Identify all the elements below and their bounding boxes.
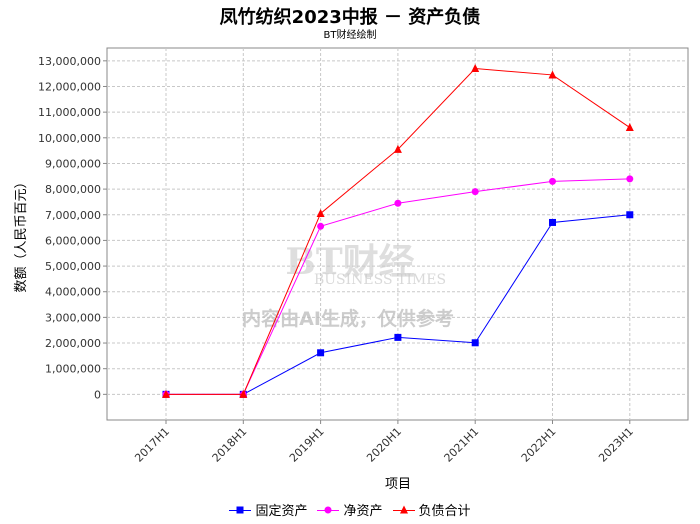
data-point-marker	[317, 349, 325, 357]
legend-label: 净资产	[343, 504, 383, 519]
legend-label: 固定资产	[255, 504, 308, 519]
y-tick-label: 7,000,000	[45, 209, 101, 222]
y-tick-label: 12,000,000	[38, 80, 101, 93]
x-axis-label: 项目	[385, 477, 411, 492]
x-tick-label: 2021H1	[442, 425, 482, 465]
series-group	[162, 64, 634, 398]
y-tick-label: 10,000,000	[38, 132, 101, 145]
y-tick-label: 4,000,000	[45, 286, 101, 299]
data-point-marker	[394, 199, 402, 207]
legend-item: 固定资产	[229, 500, 307, 519]
y-tick-label: 5,000,000	[45, 260, 101, 273]
watermark-brand-text: BUSINESS TIMES	[314, 272, 446, 288]
data-point-marker	[626, 175, 634, 183]
legend-item: 净资产	[317, 500, 383, 519]
data-point-marker	[471, 188, 479, 196]
legend: 固定资产 净资产 负债合计	[0, 500, 700, 519]
x-tick-label: 2020H1	[364, 425, 404, 465]
x-tick-label: 2018H1	[210, 425, 250, 465]
data-point-marker	[394, 333, 402, 341]
y-tick-label: 11,000,000	[38, 106, 101, 119]
watermark-logo-text: BT财经	[285, 241, 414, 283]
legend-item: 负债合计	[392, 500, 471, 519]
data-point-marker	[471, 339, 479, 347]
watermark: BT财经 BUSINESS TIMES 内容由AI生成，仅供参考	[242, 241, 454, 330]
y-tick-label: 3,000,000	[45, 311, 101, 324]
data-point-marker	[471, 64, 480, 73]
data-point-marker	[324, 506, 332, 513]
legend-swatch	[317, 505, 340, 515]
y-tick-label: 1,000,000	[45, 363, 101, 376]
x-tick-label: 2019H1	[287, 425, 327, 465]
data-point-marker	[236, 506, 244, 513]
data-point-marker	[549, 218, 556, 226]
data-point-marker	[549, 177, 556, 185]
chart-title: 凤竹纺织2023中报 － 资产负债	[219, 7, 481, 28]
y-tick-label: 8,000,000	[45, 183, 101, 196]
data-point-marker	[162, 389, 170, 398]
y-tick-label: 6,000,000	[45, 234, 101, 247]
x-tick-label: 2017H1	[132, 425, 172, 465]
y-tick-label: 9,000,000	[45, 157, 101, 170]
data-point-marker	[239, 389, 248, 398]
chart-subtitle: BT财经绘制	[323, 30, 377, 41]
data-point-marker	[626, 211, 634, 219]
legend-label: 负债合计	[418, 504, 471, 519]
y-tick-label: 13,000,000	[38, 55, 101, 68]
y-tick-label: 2,000,000	[45, 337, 101, 350]
data-point-marker	[548, 70, 557, 79]
data-point-marker	[399, 505, 408, 513]
data-point-marker	[316, 208, 325, 217]
y-tick-label: 0	[94, 388, 101, 401]
data-point-marker	[625, 123, 634, 132]
x-tick-label: 2022H1	[519, 425, 559, 465]
legend-swatch	[392, 505, 415, 515]
legend-swatch	[229, 505, 252, 515]
data-point-marker	[393, 144, 402, 153]
y-axis-label: 数额（人民币百元）	[14, 175, 29, 292]
watermark-disclaimer-text: 内容由AI生成，仅供参考	[242, 307, 454, 330]
data-point-marker	[317, 222, 325, 230]
x-tick-label: 2023H1	[596, 425, 636, 465]
